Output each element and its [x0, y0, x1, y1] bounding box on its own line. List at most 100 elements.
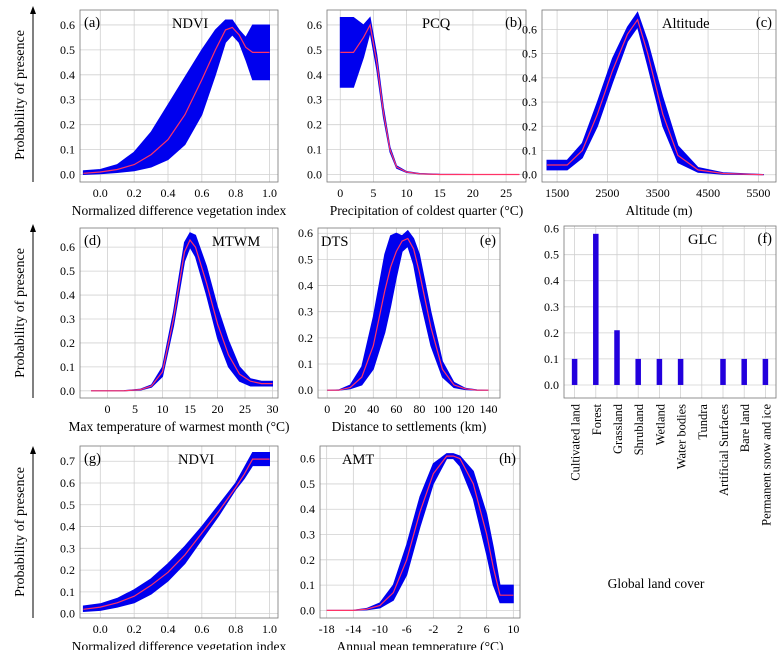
x-tick-label: 15 — [434, 186, 446, 200]
x-axis-title: Distance to settlements (km) — [332, 419, 487, 434]
chart-panel-c: 0.0 0.1 0.2 0.3 0.4 0.5 0.6 1500 2500 3500 4500 550… — [522, 9, 777, 218]
x-tick-label: 25 — [500, 186, 512, 200]
y-tick-label: 0.6 — [300, 452, 315, 466]
y-axis-title: Probability of presence — [13, 467, 28, 597]
plot-frame — [79, 9, 279, 183]
panel-title: GLC — [688, 232, 717, 248]
x-tick-label: 5 — [132, 402, 138, 416]
y-axis-title-row-2: Probability of presence — [13, 224, 36, 398]
y-tick-label: 0.6 — [60, 240, 75, 254]
panel-label: (c) — [756, 15, 772, 31]
y-tick-label: 0.5 — [544, 248, 559, 262]
mean-response-line — [327, 237, 489, 391]
x-tick-label: 20 — [467, 186, 479, 200]
x-tick-label: 4500 — [696, 186, 720, 200]
mean-response-line — [340, 23, 520, 176]
y-tick-label: 0.2 — [298, 331, 313, 345]
x-category-label: Bare land — [738, 403, 752, 452]
x-category-label: Forest — [590, 403, 604, 435]
plot-frame — [79, 227, 279, 399]
x-tick-label: 10 — [401, 186, 413, 200]
x-tick-label: 1.0 — [262, 186, 277, 200]
y-tick-label: 0.3 — [307, 93, 322, 107]
y-tick-label: 0.1 — [60, 143, 75, 157]
x-tick-label: 20 — [212, 402, 224, 416]
x-tick-label: 6 — [484, 622, 490, 636]
chart-panel-g: 0.0 0.1 0.2 0.3 0.4 0.5 0.6 0.7 0.0 0.2 0.4 0.6 0.8 1… — [60, 445, 287, 650]
panel-label: (f) — [758, 231, 773, 247]
bar-8 — [720, 358, 726, 385]
x-category-label: Grassland — [611, 403, 625, 454]
bar-3 — [614, 330, 620, 385]
y-tick-label: 0.2 — [544, 326, 559, 340]
x-tick-label: 0.0 — [93, 186, 108, 200]
x-tick-label: 25 — [239, 402, 251, 416]
x-axis-title: Precipitation of coldest quarter (°C) — [330, 203, 524, 218]
y-tick-label: 0.4 — [544, 274, 559, 288]
x-tick-label: 0.8 — [228, 186, 243, 200]
x-tick-label: 2500 — [595, 186, 619, 200]
x-tick-label: 0.4 — [161, 622, 176, 636]
chart-panel-f: 0.0 0.1 0.2 0.3 0.4 0.5 0.6 Cultivated land Fore… — [544, 222, 777, 591]
x-tick-label: 3500 — [646, 186, 670, 200]
y-tick-label: 0.3 — [60, 541, 75, 555]
chart-panel-b: 0.0 0.1 0.2 0.3 0.4 0.5 0.6 0 5 10 15 20 25 Precipita… — [307, 9, 527, 218]
y-tick-label: 0.6 — [522, 22, 537, 36]
panel-label: (g) — [84, 451, 101, 467]
panel-label: (d) — [84, 233, 101, 249]
panel-title: PCQ — [422, 16, 451, 32]
x-tick-label: 30 — [267, 402, 279, 416]
y-tick-label: 0.1 — [60, 360, 75, 374]
x-axis-title: Normalized difference vegetation index — [72, 639, 287, 650]
bar-2 — [593, 233, 599, 385]
x-tick-label: 0 — [105, 402, 111, 416]
x-tick-label: -6 — [402, 622, 412, 636]
y-tick-label: 0.5 — [298, 252, 313, 266]
y-tick-label: 0.0 — [60, 607, 75, 621]
y-tick-label: 0.3 — [300, 528, 315, 542]
x-tick-label: 0 — [324, 402, 330, 416]
y-tick-label: 0.0 — [60, 384, 75, 398]
y-tick-label: 0.2 — [522, 119, 537, 133]
bar-5 — [656, 358, 663, 385]
y-tick-label: 0.2 — [307, 118, 322, 132]
x-tick-label: 80 — [413, 402, 425, 416]
bar-6 — [677, 358, 684, 385]
plot-frame — [326, 9, 527, 183]
bar-1 — [571, 358, 578, 385]
chart-panel-h: 0.0 0.1 0.2 0.3 0.4 0.5 0.6 -18 -14 -10 -6 -2 2 6 10An… — [300, 445, 521, 650]
x-tick-label: 2 — [457, 622, 463, 636]
chart-panel-a: 0.0 0.1 0.2 0.3 0.4 0.5 0.6 0.0 0.2 0.4 0.6 0.8 1.0 N… — [60, 9, 287, 218]
x-tick-label: 1.0 — [262, 622, 277, 636]
x-tick-label: 10 — [157, 402, 169, 416]
y-tick-label: 0.6 — [298, 226, 313, 240]
y-axis-title: Probability of presence — [13, 30, 28, 160]
plot-frame — [541, 9, 777, 183]
panel-title: AMT — [342, 452, 374, 468]
y-tick-label: 0.5 — [60, 264, 75, 278]
y-tick-label: 0.1 — [60, 585, 75, 599]
x-tick-label: 15 — [184, 402, 196, 416]
panel-label: (h) — [499, 451, 516, 467]
x-tick-label: -14 — [345, 622, 361, 636]
x-axis-title: Normalized difference vegetation index — [72, 203, 287, 218]
plot-frame — [79, 445, 279, 619]
panel-title: Altitude — [662, 16, 710, 32]
x-axis-title: Altitude (m) — [625, 203, 692, 218]
y-tick-label: 0.4 — [298, 279, 313, 293]
y-tick-label: 0.0 — [298, 383, 313, 397]
y-tick-label: 0.0 — [522, 168, 537, 182]
mean-response-line — [83, 458, 270, 610]
x-tick-label: 0.4 — [161, 186, 176, 200]
x-tick-label: 40 — [367, 402, 379, 416]
y-tick-label: 0.6 — [60, 18, 75, 32]
panel-label: (e) — [480, 233, 496, 249]
y-tick-label: 0.5 — [60, 43, 75, 57]
x-tick-label: 0 — [337, 186, 343, 200]
confidence-band — [326, 453, 514, 611]
bar-9 — [741, 358, 747, 385]
plot-frame — [563, 225, 777, 399]
mean-response-line — [91, 238, 273, 392]
x-tick-label: 0.6 — [194, 622, 209, 636]
